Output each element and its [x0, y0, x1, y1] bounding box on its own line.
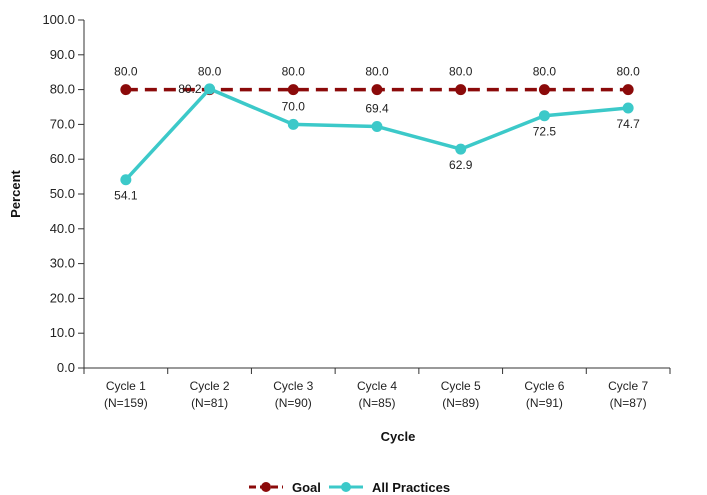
y-tick-label: 70.0: [50, 116, 75, 131]
data-point-goal: [371, 84, 383, 96]
data-label-goal: 80.0: [449, 65, 473, 79]
data-point-goal: [455, 84, 467, 96]
data-point-all-practices: [538, 110, 550, 122]
data-point-all-practices: [371, 120, 383, 132]
x-tick-label-count: (N=91): [526, 396, 563, 410]
data-label-goal: 80.0: [114, 65, 138, 79]
data-label-all-practices: 72.5: [533, 125, 557, 139]
y-axis-ticks: 0.0 10.0 20.0 30.0 40.0 50.0 60.0 70.0 80.0 90.0 1…: [42, 12, 84, 375]
x-tick-label: Cycle 4 (N=85): [357, 379, 397, 410]
data-label-all-practices: 69.4: [365, 101, 389, 115]
x-tick-label: Cycle 6 (N=91): [524, 379, 564, 410]
x-tick-label: Cycle 3 (N=90): [273, 379, 313, 410]
y-tick-label: 30.0: [50, 256, 75, 271]
x-tick-label-count: (N=90): [275, 396, 312, 410]
x-tick-label: Cycle 7 (N=87): [608, 379, 648, 410]
y-tick-label: 50.0: [50, 186, 75, 201]
x-tick-label-count: (N=81): [191, 396, 228, 410]
x-tick-label: Cycle 1 (N=159): [104, 379, 148, 410]
legend-symbol-all-practices: [329, 482, 363, 492]
x-axis-ticks: Cycle 1 (N=159) Cycle 2 (N=81) Cycle 3 (N=90)…: [83, 368, 671, 410]
x-tick-label-cycle: Cycle 3: [273, 379, 313, 393]
legend: Goal All Practices: [249, 480, 450, 495]
data-label-all-practices: 74.7: [616, 117, 640, 131]
data-label-all-practices: 54.1: [114, 189, 138, 203]
y-tick-label: 80.0: [50, 82, 75, 97]
x-tick-label-count: (N=85): [358, 396, 395, 410]
data-labels: 80.0 80.0 80.0 80.0 80.0 80.0 80.0 54.1 80.2 70.0…: [114, 65, 640, 203]
x-tick-label-cycle: Cycle 4: [357, 379, 397, 393]
x-tick-label-cycle: Cycle 1: [106, 379, 146, 393]
y-axis-title: Percent: [8, 169, 23, 217]
x-tick-label-cycle: Cycle 5: [441, 379, 481, 393]
data-label-goal: 80.0: [365, 65, 389, 79]
data-label-all-practices: 62.9: [449, 158, 473, 172]
series-layer: [120, 83, 634, 186]
data-label-goal: 80.0: [616, 65, 640, 79]
legend-label: All Practices: [372, 480, 450, 495]
data-label-goal: 80.0: [282, 65, 306, 79]
y-tick-label: 20.0: [50, 290, 75, 305]
data-point-goal: [120, 84, 132, 96]
x-tick-label-cycle: Cycle 7: [608, 379, 648, 393]
data-label-goal: 80.0: [198, 65, 222, 79]
x-tick-label: Cycle 5 (N=89): [441, 379, 481, 410]
data-point-all-practices: [455, 143, 467, 155]
x-tick-label: Cycle 2 (N=81): [190, 379, 230, 410]
y-tick-label: 100.0: [42, 12, 75, 27]
legend-label: Goal: [292, 480, 321, 495]
data-label-all-practices: 80.2: [178, 82, 202, 96]
data-point-goal: [287, 84, 299, 96]
data-point-all-practices: [120, 174, 132, 186]
x-tick-label-count: (N=87): [610, 396, 647, 410]
y-tick-label: 0.0: [57, 360, 75, 375]
legend-symbol-goal: [249, 482, 283, 492]
y-tick-label: 10.0: [50, 325, 75, 340]
data-point-all-practices: [287, 118, 299, 130]
x-tick-label-cycle: Cycle 2: [190, 379, 230, 393]
y-tick-label: 40.0: [50, 221, 75, 236]
data-point-goal: [622, 84, 634, 96]
data-point-all-practices: [622, 102, 634, 114]
data-label-goal: 80.0: [533, 65, 557, 79]
data-label-all-practices: 70.0: [282, 99, 306, 113]
y-tick-label: 90.0: [50, 47, 75, 62]
x-tick-label-count: (N=89): [442, 396, 479, 410]
x-tick-label-cycle: Cycle 6: [524, 379, 564, 393]
y-tick-label: 60.0: [50, 151, 75, 166]
x-tick-label-count: (N=159): [104, 396, 148, 410]
data-point-all-practices: [204, 83, 216, 95]
x-axis-title: Cycle: [381, 429, 416, 444]
data-point-goal: [538, 84, 550, 96]
